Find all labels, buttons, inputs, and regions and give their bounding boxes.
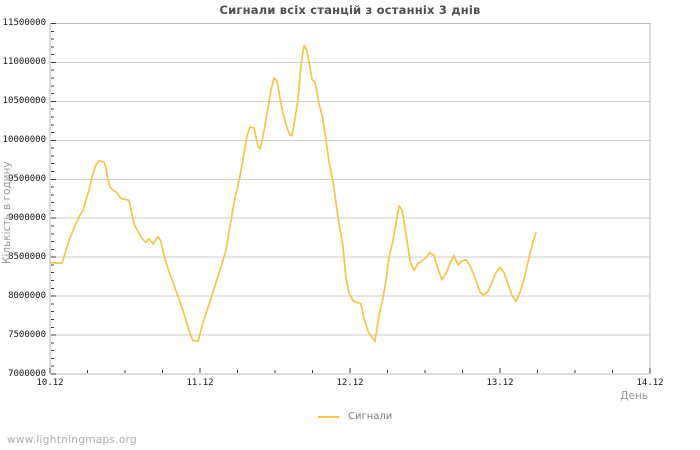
y-tick-label: 7500000 <box>8 329 46 340</box>
watermark: www.lightningmaps.org <box>7 434 137 446</box>
y-axis-title: Кількість в годину <box>1 161 13 264</box>
legend-label: Сигнали <box>348 411 393 422</box>
y-tick-label: 8500000 <box>8 251 46 262</box>
y-tick-label: 9000000 <box>8 212 46 223</box>
series-line <box>50 44 537 343</box>
x-tick-label: 12.12 <box>336 378 364 388</box>
x-axis-title: День <box>620 390 648 402</box>
legend: Сигнали <box>318 411 392 422</box>
legend-line-swatch <box>318 415 339 418</box>
y-tick-label: 9500000 <box>8 173 46 184</box>
x-tick-label: 13.12 <box>486 378 514 388</box>
y-tick-label: 7000000 <box>8 368 46 379</box>
y-tick-label: 11500000 <box>2 18 46 28</box>
x-tick-label: 11.12 <box>186 378 214 388</box>
chart-title: Сигнали всіх станцій з останніх 3 днів <box>219 3 481 17</box>
y-tick-label: 10000000 <box>2 134 46 145</box>
y-tick-label: 8000000 <box>8 290 46 301</box>
x-tick-label: 10.12 <box>36 378 64 388</box>
y-tick-label: 10500000 <box>2 95 46 106</box>
x-tick-label: 14.12 <box>636 378 664 388</box>
y-tick-label: 11000000 <box>2 56 46 67</box>
